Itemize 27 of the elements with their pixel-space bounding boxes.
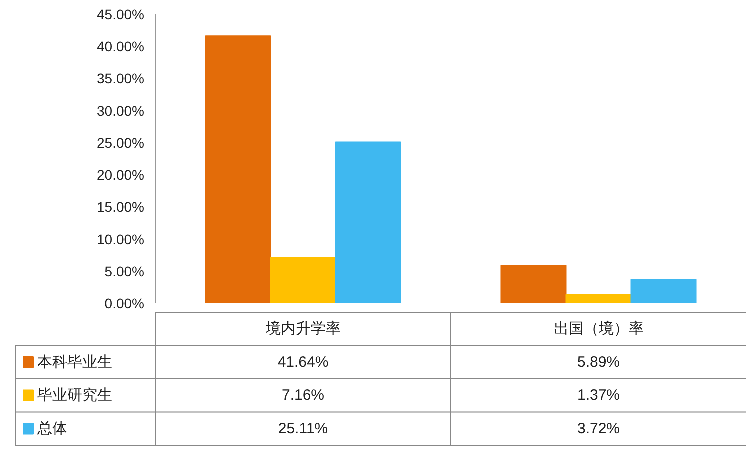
x-tick-label: 出国（境）率 — [554, 320, 644, 338]
x-tick-label: 境内升学率 — [264, 320, 341, 338]
bar — [500, 265, 567, 304]
y-tick-label: 15.00% — [97, 199, 144, 216]
bar — [270, 257, 336, 304]
y-tick-label: 40.00% — [97, 38, 144, 55]
data-label: 1.37% — [577, 387, 620, 404]
y-tick-label: 0.00% — [104, 296, 145, 312]
y-tick-label: 45.00% — [97, 6, 144, 22]
y-tick-label: 30.00% — [97, 102, 144, 119]
legend-label: 本科毕业生 — [38, 354, 112, 371]
y-tick-label: 20.00% — [97, 167, 144, 184]
bar — [335, 142, 402, 304]
data-label: 41.64% — [278, 354, 329, 371]
y-tick-label: 25.00% — [97, 134, 144, 151]
bar — [566, 294, 632, 304]
legend-label: 毕业研究生 — [38, 387, 112, 404]
y-tick-label: 10.00% — [97, 231, 144, 248]
legend-label: 总体 — [36, 420, 68, 438]
data-label: 25.11% — [278, 420, 328, 438]
bar — [630, 279, 697, 304]
data-label: 7.16% — [282, 387, 325, 404]
data-label: 5.89% — [577, 354, 620, 371]
data-label: 3.72% — [577, 420, 620, 438]
bar — [205, 36, 272, 304]
y-tick-label: 35.00% — [97, 70, 144, 87]
y-tick-label: 5.00% — [104, 263, 145, 280]
